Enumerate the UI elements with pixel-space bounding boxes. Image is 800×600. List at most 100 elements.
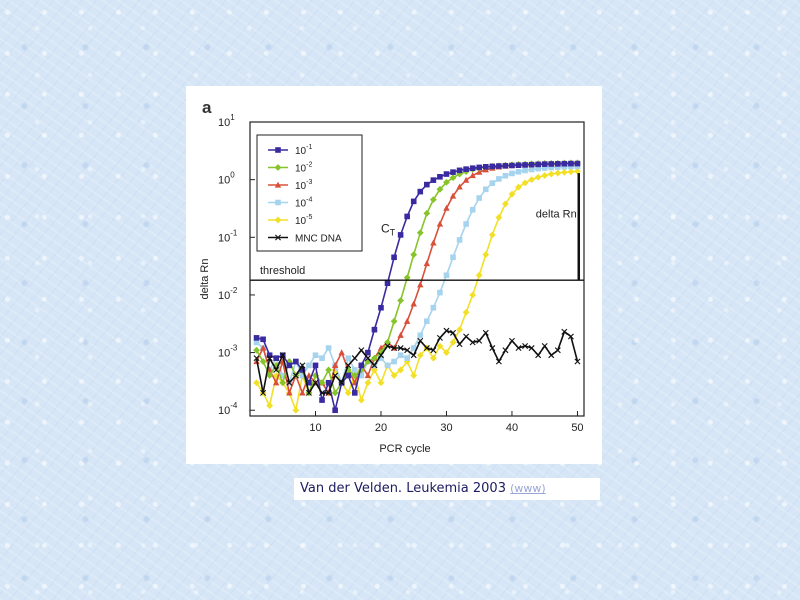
data-point xyxy=(345,372,352,379)
x-tick-label: 10 xyxy=(309,422,321,434)
data-point xyxy=(397,366,405,374)
data-point xyxy=(429,354,437,362)
data-point xyxy=(449,192,457,199)
data-point xyxy=(371,366,378,374)
data-point xyxy=(437,289,443,296)
data-point xyxy=(319,397,325,403)
legend-label: 10-4 xyxy=(295,197,312,210)
data-point xyxy=(436,220,444,227)
data-point xyxy=(443,204,450,211)
citation-link[interactable]: (www) xyxy=(510,482,546,495)
data-point xyxy=(469,291,477,299)
delta-rn-label: delta Rn xyxy=(536,209,577,221)
data-point xyxy=(325,379,332,386)
data-point xyxy=(364,379,372,387)
legend-item: MNC DNA xyxy=(268,234,342,245)
data-point xyxy=(541,172,549,179)
data-point xyxy=(397,345,404,352)
data-point xyxy=(424,181,430,188)
legend-label: 10-3 xyxy=(295,179,312,192)
data-point xyxy=(325,389,332,396)
data-point xyxy=(502,347,509,354)
data-point xyxy=(522,343,529,350)
data-point xyxy=(548,352,555,359)
data-point xyxy=(410,251,418,259)
data-point xyxy=(397,331,404,338)
data-point xyxy=(555,161,561,167)
data-point xyxy=(293,358,299,365)
data-point xyxy=(515,168,522,175)
data-point xyxy=(555,164,561,170)
data-point xyxy=(528,161,535,168)
data-point xyxy=(299,362,306,369)
data-point xyxy=(541,161,548,167)
data-point xyxy=(567,168,575,176)
data-point xyxy=(515,345,522,352)
data-point xyxy=(358,362,365,369)
y-tick-label: 10-3 xyxy=(218,344,238,360)
data-point xyxy=(404,355,410,361)
x-axis: 10 20 30 40 50 xyxy=(309,411,584,434)
data-point xyxy=(482,164,489,170)
data-point xyxy=(476,337,483,344)
data-point xyxy=(266,402,274,410)
data-point xyxy=(259,358,267,365)
data-point xyxy=(463,333,470,340)
y-axis-label: delta Rn xyxy=(199,259,211,300)
data-point xyxy=(371,326,378,333)
data-point xyxy=(469,339,476,346)
data-point xyxy=(286,362,293,369)
data-point xyxy=(528,176,536,184)
data-point xyxy=(397,232,404,238)
legend-swatch-marker xyxy=(275,147,281,153)
legend-label: 10-1 xyxy=(295,144,312,157)
data-point xyxy=(351,390,358,396)
data-point xyxy=(312,362,319,369)
data-point xyxy=(266,352,273,359)
data-point xyxy=(319,389,326,396)
y-tick-label: 10-4 xyxy=(218,401,238,417)
data-point xyxy=(449,339,457,346)
data-point xyxy=(560,168,568,176)
data-point xyxy=(279,379,287,387)
data-point xyxy=(476,168,483,175)
data-point xyxy=(299,367,306,373)
data-point xyxy=(410,372,418,379)
data-point xyxy=(378,304,384,311)
data-point xyxy=(358,372,365,379)
data-point xyxy=(332,407,338,414)
data-point xyxy=(365,349,371,356)
data-point xyxy=(325,366,332,374)
data-point xyxy=(561,328,568,335)
data-point xyxy=(404,213,410,220)
data-point xyxy=(488,231,496,239)
data-point xyxy=(390,317,398,325)
x-tick-label: 30 xyxy=(440,422,452,434)
data-point xyxy=(430,177,437,183)
data-point xyxy=(286,389,293,396)
data-point xyxy=(521,179,529,187)
data-point xyxy=(292,372,299,379)
data-point xyxy=(515,183,522,191)
data-point xyxy=(417,188,424,195)
data-point xyxy=(534,173,542,181)
data-point xyxy=(508,190,516,198)
data-point xyxy=(377,379,385,387)
pcr-amplification-chart: a 101 100 10-1 10-2 10-3 10-4 10 20 30 40 50 delt… xyxy=(199,98,585,455)
series-layer xyxy=(253,159,581,414)
data-point xyxy=(541,165,548,171)
data-point xyxy=(554,169,562,177)
x-axis-label: PCR cycle xyxy=(379,443,430,455)
data-point xyxy=(509,162,515,169)
data-point xyxy=(416,351,424,359)
data-point xyxy=(384,343,391,350)
x-tick-label: 20 xyxy=(375,422,387,434)
data-point xyxy=(456,341,463,348)
data-point xyxy=(548,164,555,171)
data-point xyxy=(476,164,483,171)
data-point xyxy=(312,352,319,359)
data-point xyxy=(508,337,515,344)
data-point xyxy=(417,281,424,288)
data-point xyxy=(417,337,424,344)
data-point xyxy=(509,170,515,177)
